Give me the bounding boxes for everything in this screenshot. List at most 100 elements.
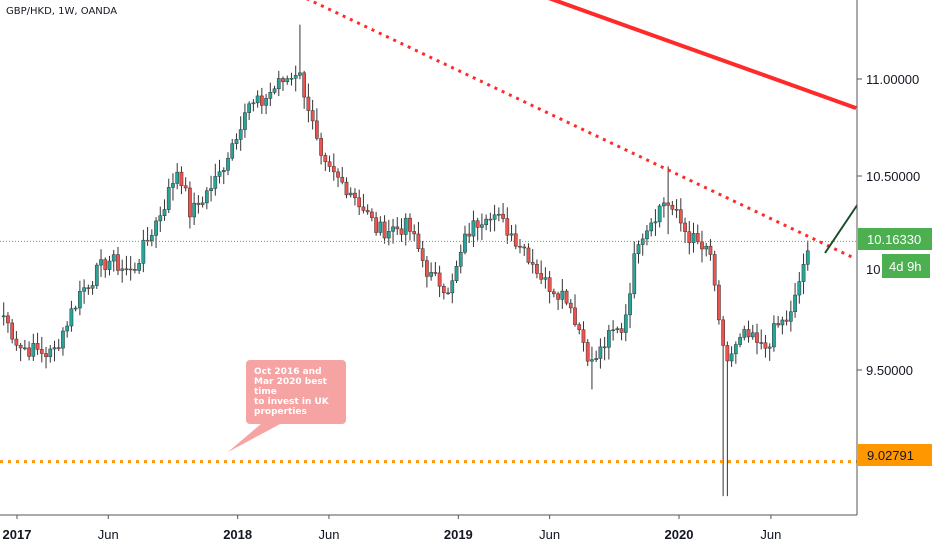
candle-body xyxy=(158,215,163,222)
candle-body xyxy=(141,239,146,264)
candle-body xyxy=(577,324,582,331)
candle-body xyxy=(619,328,624,333)
candle-body xyxy=(645,230,649,240)
candle-body xyxy=(687,231,692,243)
candle-body xyxy=(166,187,171,210)
candle-body xyxy=(662,202,666,207)
candle-body xyxy=(513,233,518,247)
candle-body xyxy=(348,192,353,196)
price-tick-label: 11.00000 xyxy=(866,72,919,87)
candle-body xyxy=(128,268,133,271)
candle-body xyxy=(733,344,738,355)
candle-body xyxy=(247,103,252,113)
callout-pointer xyxy=(228,423,282,452)
time-tick-label: Jun xyxy=(98,527,119,542)
support-price-tag xyxy=(858,444,932,466)
candle-body xyxy=(649,222,654,232)
candle-body xyxy=(340,176,345,183)
candle-body xyxy=(133,269,137,271)
candle-body xyxy=(175,171,180,184)
time-tick-label: 2020 xyxy=(665,527,694,542)
candle-body xyxy=(90,285,95,289)
candle-body xyxy=(767,346,772,349)
candle-body xyxy=(6,315,10,324)
candle-body xyxy=(793,294,797,313)
candle-body xyxy=(581,329,586,343)
candle-body xyxy=(776,323,780,326)
candle-body xyxy=(302,72,307,98)
candles-layer xyxy=(1,24,810,497)
candle-body xyxy=(535,264,539,274)
time-tick-label: 2017 xyxy=(3,527,32,542)
countdown-value: 4d 9h xyxy=(889,259,922,274)
candle-body xyxy=(298,72,302,76)
candle-body xyxy=(111,254,116,262)
candle-body xyxy=(86,287,91,289)
candle-body xyxy=(471,220,476,237)
candle-body xyxy=(526,247,531,263)
candle-body xyxy=(446,292,450,295)
candle-body xyxy=(196,202,201,205)
candle-body xyxy=(56,347,61,349)
candle-body xyxy=(441,286,446,294)
candle-body xyxy=(137,263,141,271)
candle-body xyxy=(204,190,209,204)
candle-body xyxy=(251,102,256,105)
candle-body xyxy=(691,233,696,243)
candle-body xyxy=(632,253,637,295)
candle-body xyxy=(463,233,467,253)
candle-body xyxy=(780,319,785,326)
price-tick-label: 10.50000 xyxy=(866,169,920,184)
candle-body xyxy=(467,233,472,237)
candle-body xyxy=(276,78,281,90)
candle-body xyxy=(331,166,336,173)
candle-body xyxy=(65,325,70,332)
candle-body xyxy=(39,349,44,354)
candle-body xyxy=(31,343,36,357)
candle-body xyxy=(1,315,6,318)
time-tick-label: Jun xyxy=(760,527,781,542)
candle-body xyxy=(408,217,412,232)
trendline-solid xyxy=(548,0,857,110)
candle-body xyxy=(255,95,260,104)
candle-body xyxy=(357,197,362,208)
candle-body xyxy=(162,209,167,216)
annotation-callout[interactable]: Oct 2016 and Mar 2020 best time to inves… xyxy=(246,360,346,424)
candle-body xyxy=(653,221,658,224)
candle-body xyxy=(547,277,552,292)
candle-body xyxy=(69,308,74,327)
candle-body xyxy=(488,218,493,221)
candle-body xyxy=(272,88,277,93)
candle-body xyxy=(543,277,548,280)
candle-body xyxy=(573,307,577,325)
candle-body xyxy=(750,332,755,338)
candle-body xyxy=(23,347,27,350)
time-tick-label: Jun xyxy=(539,527,560,542)
candle-body xyxy=(518,245,522,248)
candle-body xyxy=(666,202,670,206)
candle-body xyxy=(327,161,332,167)
candle-body xyxy=(209,188,213,191)
candle-body xyxy=(124,268,129,271)
candle-body xyxy=(674,209,679,211)
candle-body xyxy=(73,307,78,310)
symbol-title: GBP/HKD, 1W, OANDA xyxy=(6,6,118,17)
candle-body xyxy=(78,291,82,309)
candle-body xyxy=(61,330,65,349)
candle-body xyxy=(171,183,175,188)
candle-body xyxy=(412,231,417,235)
candle-body xyxy=(234,139,239,144)
candle-body xyxy=(213,176,218,189)
candle-body xyxy=(154,220,158,236)
candle-body xyxy=(200,202,205,205)
candle-body xyxy=(590,359,594,362)
candle-body xyxy=(755,332,759,343)
candle-body xyxy=(738,337,742,345)
candle-body xyxy=(598,346,603,359)
candle-body xyxy=(99,259,103,266)
candle-body xyxy=(725,345,730,362)
candle-body xyxy=(746,329,751,338)
